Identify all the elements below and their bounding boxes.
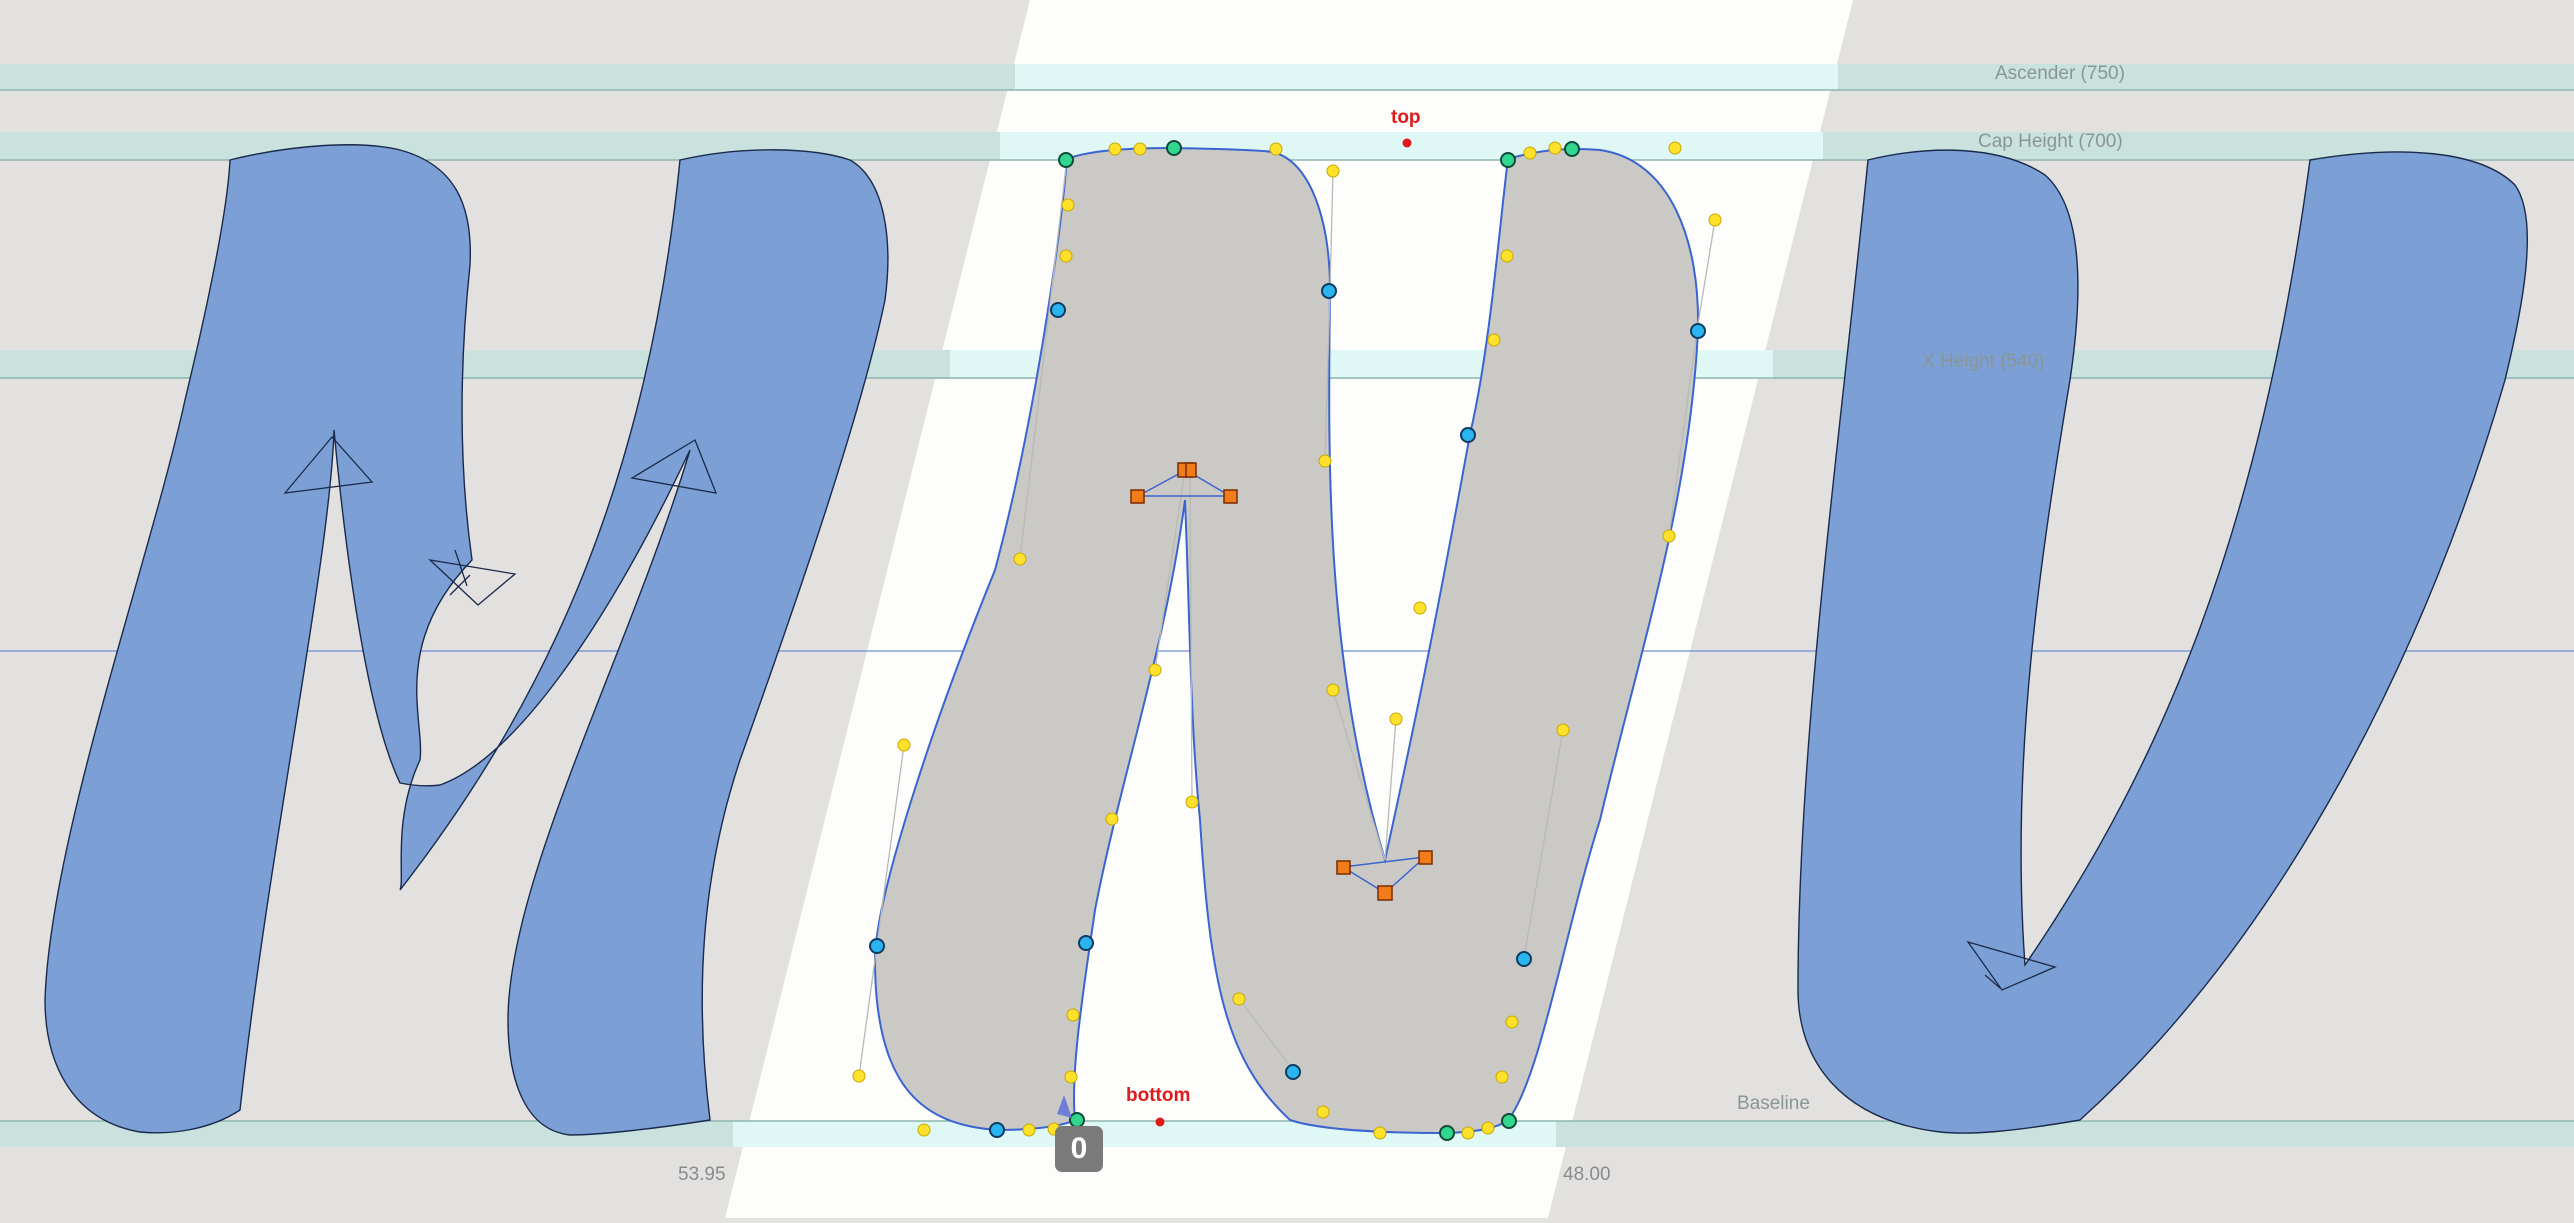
anchor-top-label: top (1391, 107, 1421, 128)
selection-index-badge: 0 (1055, 1126, 1103, 1172)
oncurve-smooth-points[interactable] (869, 283, 1706, 1138)
cap-height-label: Cap Height (700) (1978, 131, 2123, 152)
glyph-v[interactable] (1797, 149, 2528, 1134)
x-height-label: X Height (540) (1922, 351, 2045, 372)
component-markers[interactable] (1130, 462, 1433, 901)
offcurve-points[interactable] (852, 141, 1722, 1140)
handle-lines (858, 158, 1716, 1077)
anchor-bottom-dot[interactable] (1155, 1117, 1165, 1127)
glyph-m[interactable] (44, 144, 889, 1136)
ascender-label: Ascender (750) (1995, 63, 2125, 84)
baseline-label: Baseline (1737, 1093, 1810, 1114)
left-sidebearing-value: 53.95 (678, 1164, 726, 1185)
anchor-bottom-label: bottom (1126, 1085, 1191, 1106)
start-point-arrow (1057, 1095, 1072, 1118)
anchor-top-dot[interactable] (1402, 138, 1412, 148)
right-sidebearing-value: 48.00 (1563, 1164, 1611, 1185)
oncurve-corner-points[interactable] (1058, 140, 1580, 1141)
